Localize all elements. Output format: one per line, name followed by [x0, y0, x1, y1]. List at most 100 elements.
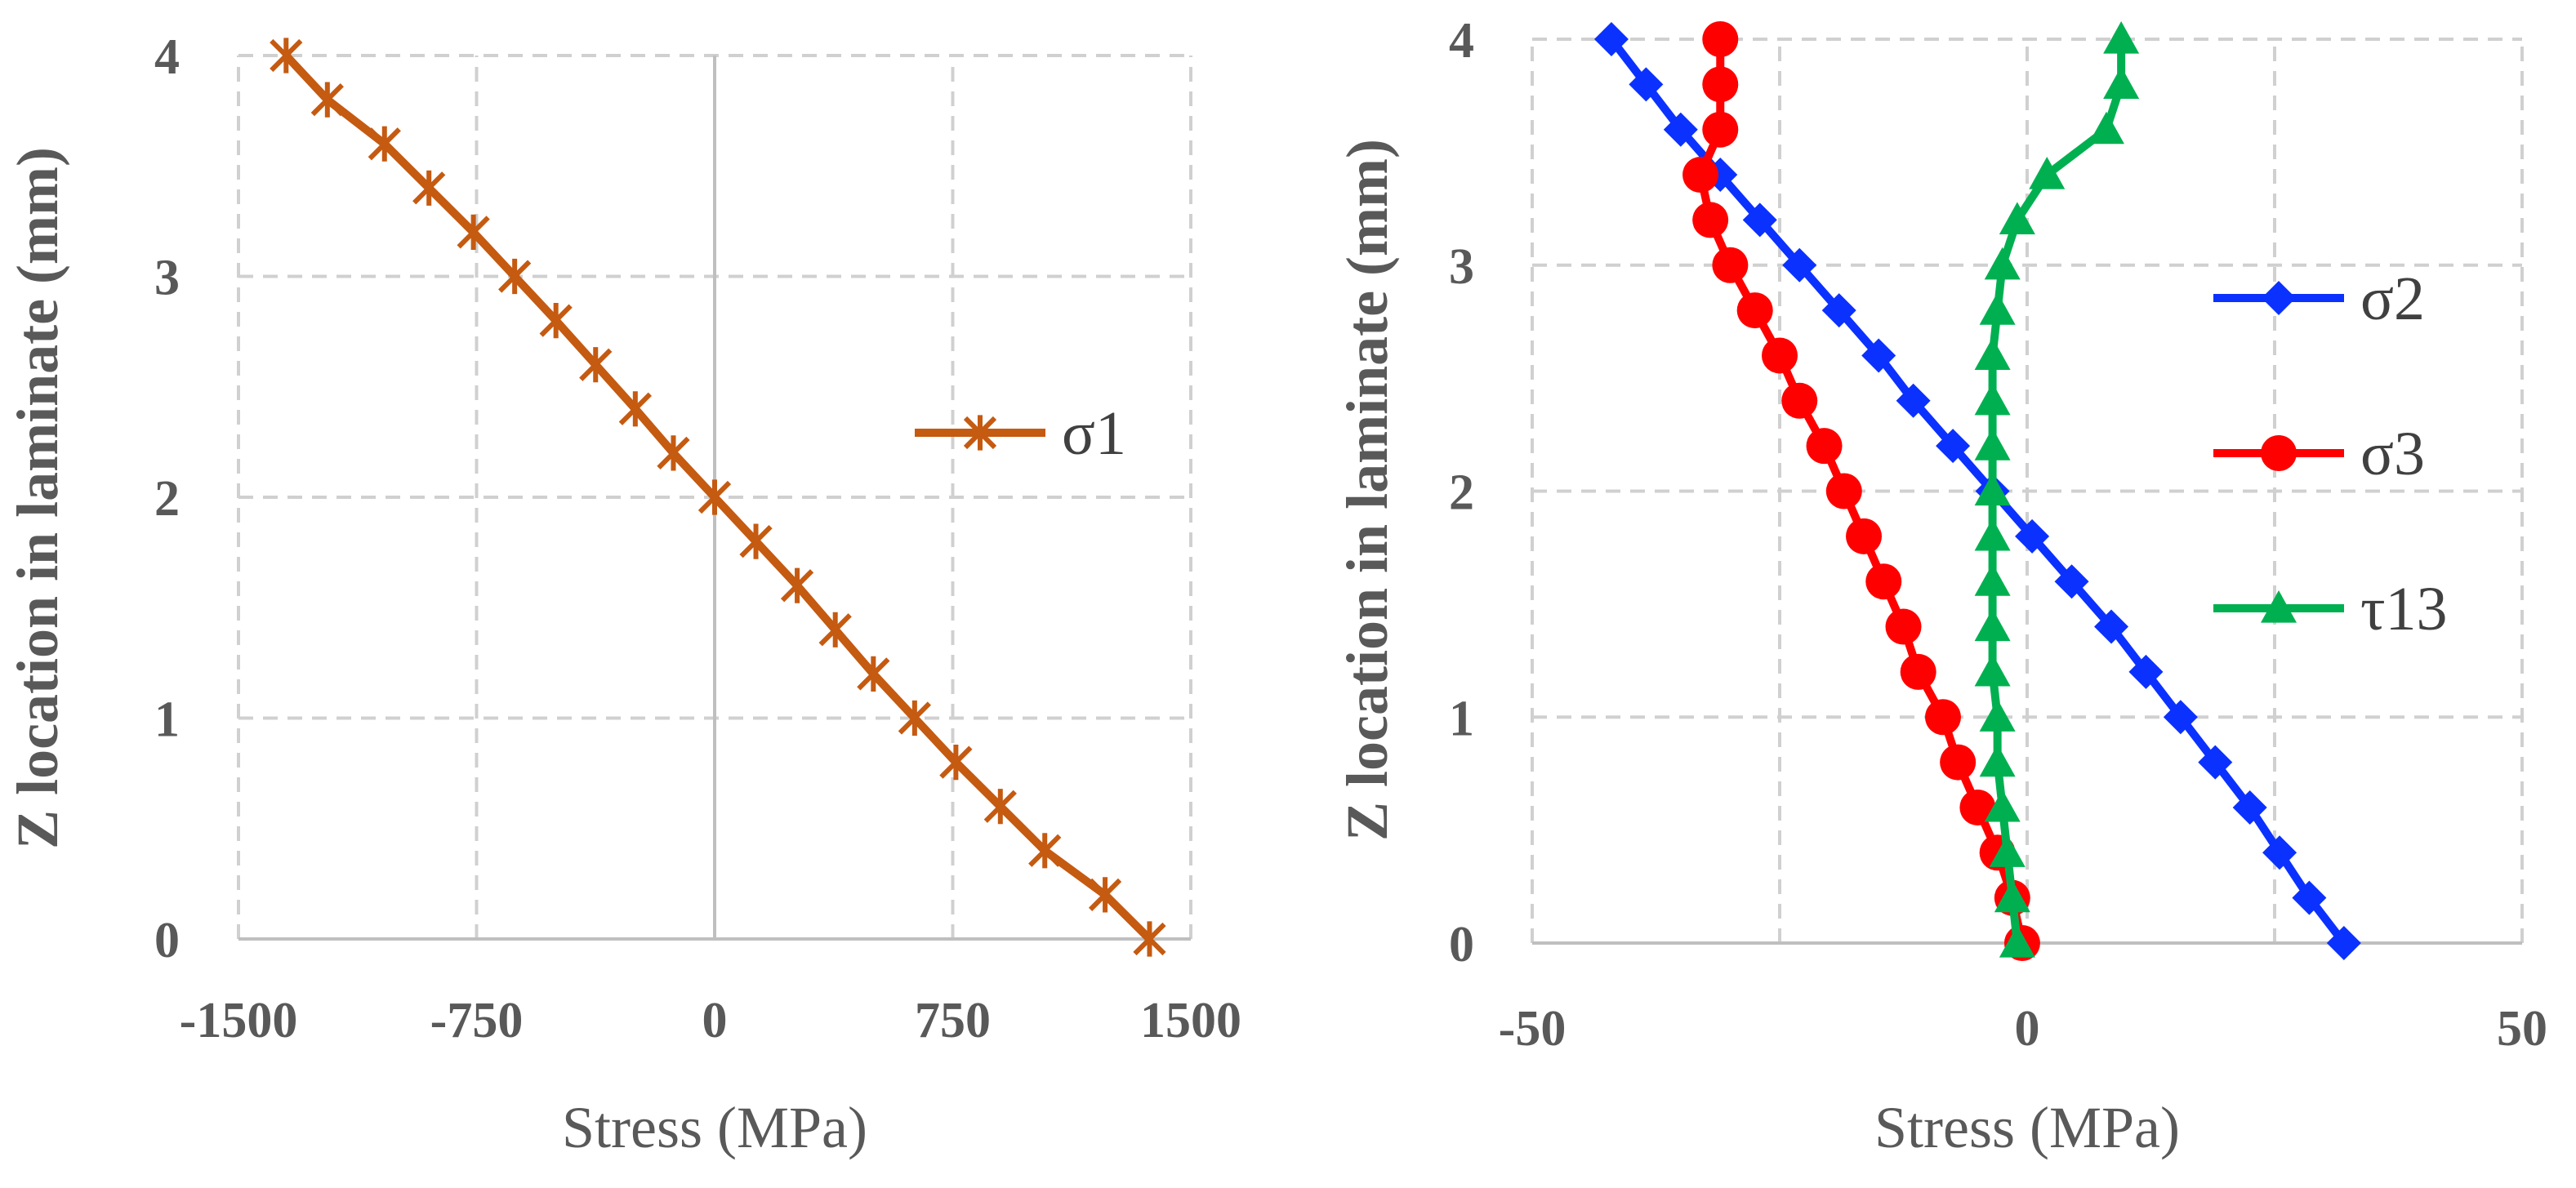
data-point — [1865, 563, 1902, 600]
data-point — [1979, 699, 2016, 732]
legend-marker — [2261, 590, 2297, 623]
data-point — [1936, 429, 1971, 464]
legend-marker — [2261, 435, 2297, 471]
legend-marker — [2262, 281, 2296, 315]
data-point — [1702, 21, 1739, 57]
data-point — [1782, 247, 1817, 283]
data-point — [2094, 609, 2129, 644]
data-point — [1959, 789, 1996, 825]
data-point — [1974, 428, 2011, 461]
data-point — [1979, 744, 2016, 777]
data-point — [1940, 744, 1977, 781]
data-point — [1702, 66, 1739, 103]
data-point — [579, 347, 613, 383]
x-axis-title: Stress (MPa) — [562, 1095, 867, 1160]
data-point — [1974, 382, 2011, 416]
data-point — [1994, 879, 2030, 913]
data-point — [1736, 292, 1773, 329]
x-axis-title: Stress (MPa) — [1874, 1095, 2180, 1160]
data-point — [2015, 518, 2050, 554]
data-point — [2103, 66, 2140, 99]
data-point — [2029, 157, 2066, 189]
y-tick-label: 2 — [1449, 465, 1474, 521]
x-tick-label: 750 — [915, 993, 991, 1048]
data-point — [983, 789, 1017, 825]
y-axis-title: Z location in laminate (mm) — [5, 147, 70, 849]
legend-entry: σ3 — [2213, 420, 2425, 488]
data-point — [2163, 700, 2198, 735]
y-tick-label: 0 — [1449, 917, 1474, 972]
data-point — [2326, 926, 2361, 960]
data-point — [2292, 880, 2327, 915]
data-point — [1924, 699, 1961, 736]
data-point — [2198, 745, 2233, 780]
data-point — [898, 700, 931, 736]
data-point — [1974, 473, 2011, 506]
data-point — [1974, 518, 2011, 551]
data-point — [1781, 382, 1818, 419]
data-point — [457, 214, 490, 250]
data-point — [2262, 835, 2297, 870]
legend-marker — [963, 415, 997, 451]
legend-entry: τ13 — [2213, 575, 2448, 643]
data-point — [1821, 293, 1856, 328]
y-tick-label: 4 — [1449, 13, 1474, 69]
x-tick-label: 50 — [2497, 1001, 2547, 1057]
data-point — [1593, 22, 1629, 56]
data-point — [1861, 338, 1896, 373]
data-point — [1979, 292, 2016, 325]
data-point — [1088, 877, 1122, 913]
gridlines — [1531, 38, 2524, 943]
data-point — [1702, 111, 1739, 148]
chart-panel-sigma1: 0 1 2 3 4 -1500 -750 0 750 1500 Stress (MPa) Z loca… — [5, 29, 1241, 1160]
data-point — [2232, 790, 2267, 825]
x-tick-label: -1500 — [180, 993, 298, 1048]
data-point — [412, 170, 446, 206]
data-point — [1682, 157, 1719, 194]
x-tick-label: -750 — [430, 993, 524, 1048]
data-point — [1900, 653, 1936, 690]
data-point — [739, 523, 773, 559]
data-point — [1133, 921, 1166, 957]
data-point — [2128, 654, 2164, 689]
y-tick-label: 3 — [154, 251, 180, 306]
y-axis-title: Z location in laminate (mm) — [1335, 139, 1400, 841]
data-point — [2054, 564, 2089, 599]
data-point — [498, 258, 532, 295]
series-3 — [1974, 21, 2140, 958]
data-point — [1028, 833, 1062, 869]
x-tick-label: 0 — [702, 993, 728, 1048]
data-point — [818, 612, 852, 647]
legend-label: σ3 — [2360, 420, 2425, 488]
data-point — [1712, 247, 1749, 283]
data-point — [1629, 67, 1664, 102]
data-point — [1974, 653, 2011, 687]
data-point — [539, 303, 573, 339]
data-point — [657, 435, 690, 471]
x-tick-label: -50 — [1499, 1001, 1567, 1057]
legend-label: σ1 — [1062, 399, 1126, 468]
data-point — [310, 82, 344, 118]
x-tick-label: 1500 — [1140, 993, 1241, 1048]
x-tick-label: 0 — [2015, 1001, 2040, 1057]
legend-label: τ13 — [2360, 575, 2448, 643]
y-tick-label: 1 — [1449, 691, 1474, 746]
data-point — [1999, 925, 2035, 958]
data-point — [1999, 202, 2035, 234]
legend-entry: σ1 — [915, 399, 1126, 468]
data-point — [1825, 473, 1862, 509]
data-point — [1974, 563, 2011, 596]
data-point — [1762, 337, 1798, 374]
data-point — [1984, 247, 2021, 280]
data-point — [2088, 111, 2124, 145]
data-point — [1692, 202, 1729, 238]
data-point — [857, 656, 890, 692]
data-point — [270, 38, 303, 73]
data-point — [368, 126, 401, 162]
y-tick-label: 4 — [154, 29, 180, 85]
data-point — [1896, 383, 1931, 418]
data-point — [1806, 428, 1843, 465]
legend-entry: σ2 — [2213, 265, 2425, 333]
y-tick-label: 0 — [154, 913, 180, 968]
data-point — [780, 567, 814, 603]
